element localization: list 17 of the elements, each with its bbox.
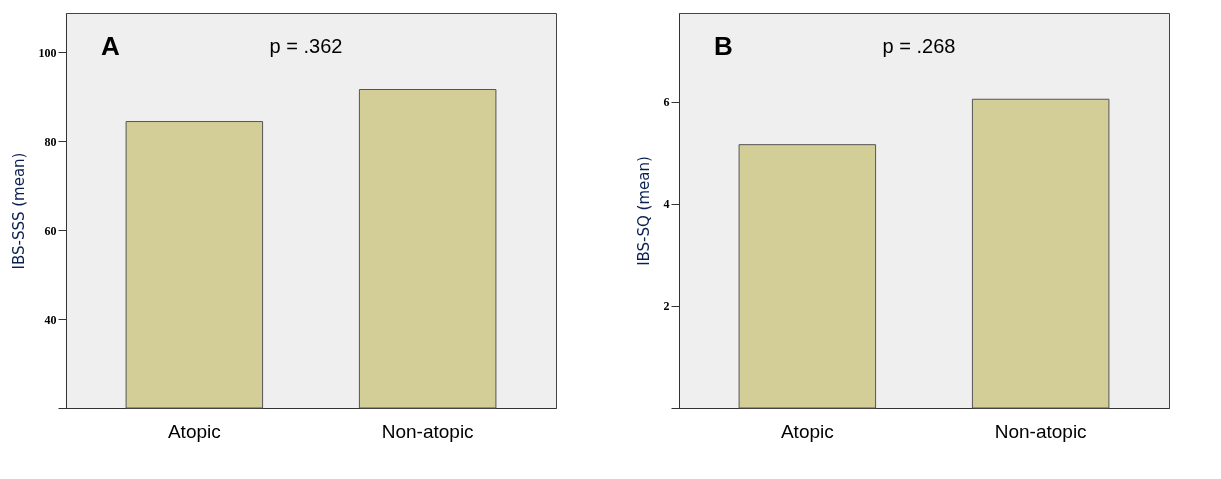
x-tick-label: Non-atopic <box>994 420 1087 442</box>
annotation: B <box>714 31 733 61</box>
x-tick-label: Non-atopic <box>381 420 474 442</box>
annotation: A <box>101 31 120 61</box>
y-axis-title: IBS-SSS (mean) <box>9 152 28 270</box>
y-tick-label: 4 <box>663 197 670 212</box>
x-tick-label: Atopic <box>167 420 221 442</box>
y-tick-label: 60 <box>44 223 57 238</box>
y-tick-label: 40 <box>44 312 57 327</box>
y-axis-title: IBS-SQ (mean) <box>634 156 653 266</box>
y-tick-label: 100 <box>38 45 57 60</box>
y-tick-label: 80 <box>44 134 57 149</box>
y-tick-label: 6 <box>663 95 670 110</box>
y-tick-label: 2 <box>663 299 670 314</box>
x-tick-label: Atopic <box>780 420 834 442</box>
annotation: p = .362 <box>269 35 343 57</box>
annotation: p = .268 <box>882 35 956 57</box>
